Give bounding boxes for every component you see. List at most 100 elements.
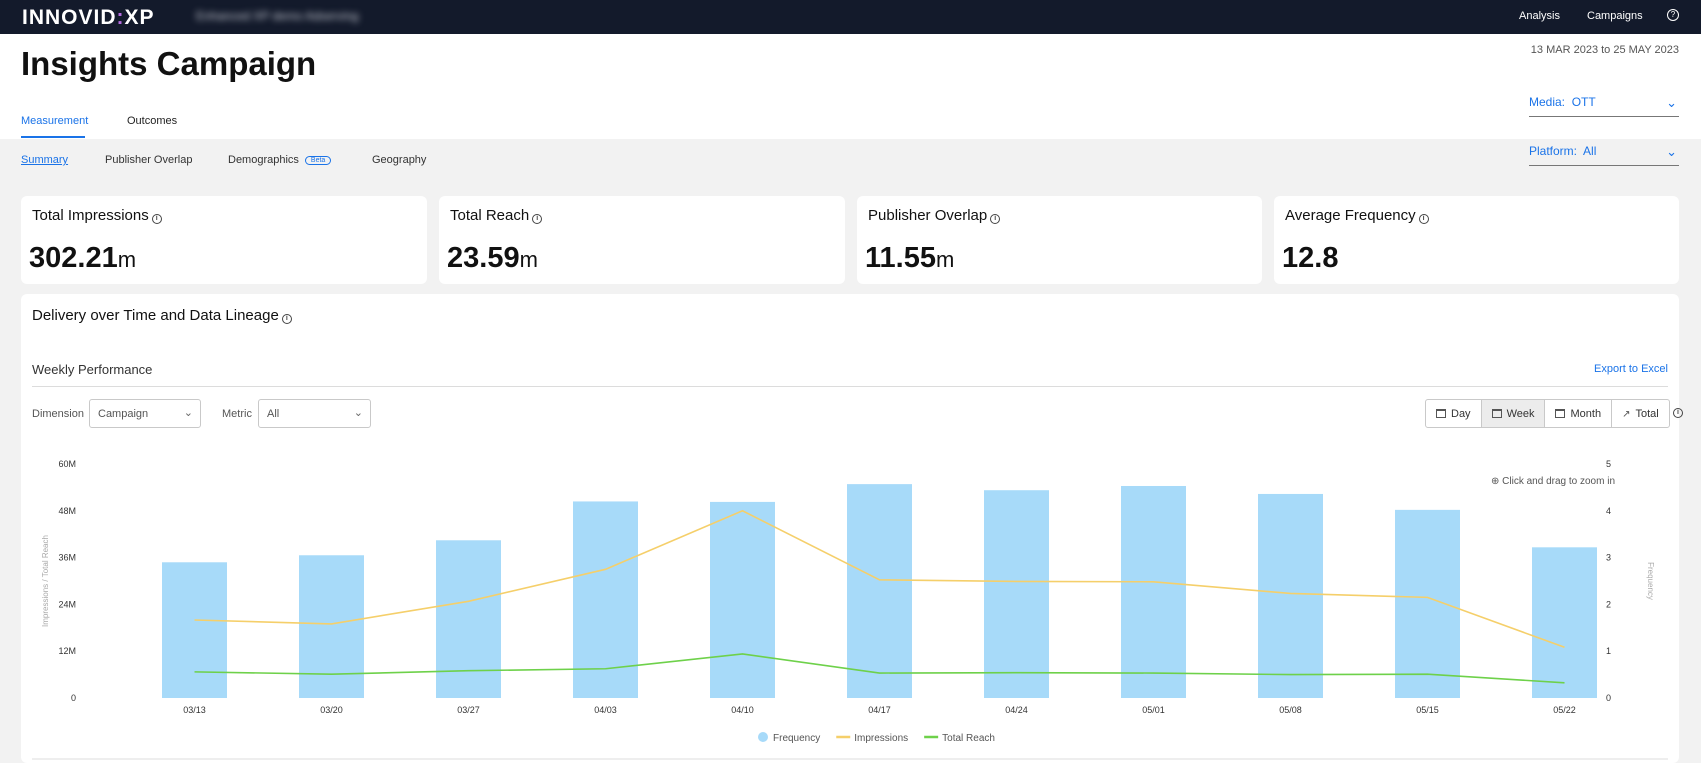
- y-tick-label: 24M: [58, 599, 76, 609]
- help-icon[interactable]: ?: [1667, 9, 1679, 21]
- metric-label: Metric: [222, 408, 252, 420]
- metric-value: All: [267, 408, 280, 420]
- nav-campaigns[interactable]: Campaigns: [1587, 10, 1643, 22]
- kpi-title: Average Frequency: [1285, 207, 1416, 224]
- account-name-blurred: Enhanced XP demo Adserving: [196, 9, 359, 23]
- subtab-demographics-label: Demographics: [228, 154, 299, 166]
- page-header: Insights Campaign 13 MAR 2023 to 25 MAY …: [0, 34, 1701, 139]
- weekly-performance-chart[interactable]: 0 12M 24M 36M 48M 60M 0 1 2 3 4 5 Impressions / Tota…: [21, 294, 1679, 763]
- zoom-icon: ⊕: [1491, 476, 1503, 487]
- total-reach-line: [194, 653, 1565, 684]
- kpi-title: Total Impressions: [32, 207, 149, 224]
- x-tick-label: 04/17: [868, 705, 891, 715]
- info-icon[interactable]: i: [990, 214, 1001, 224]
- calendar-icon: [1436, 409, 1446, 418]
- weekly-performance-title: Weekly Performance: [32, 362, 153, 377]
- x-tick-label: 03/27: [457, 705, 480, 715]
- tab-outcomes[interactable]: Outcomes: [127, 115, 178, 127]
- chevron-down-icon: ⌄: [183, 407, 193, 419]
- x-tick-label: 03/13: [183, 705, 206, 715]
- period-week-button[interactable]: Week: [1481, 400, 1546, 427]
- legend-marker: [758, 732, 768, 742]
- x-tick-label: 03/20: [320, 705, 343, 715]
- subtab-demographics[interactable]: Demographics Beta: [228, 154, 332, 166]
- nav-analysis[interactable]: Analysis: [1519, 10, 1560, 22]
- y2-tick-label: 5: [1606, 459, 1611, 469]
- period-day-button[interactable]: Day: [1426, 400, 1482, 427]
- legend-label: Frequency: [773, 733, 820, 744]
- y-tick-label: 0: [71, 693, 76, 703]
- media-value: OTT: [1571, 95, 1596, 109]
- kpi-value: 23.59: [447, 242, 520, 274]
- dimension-select[interactable]: Campaign ⌄: [89, 399, 201, 428]
- kpi-unit: m: [935, 247, 955, 272]
- chevron-down-icon: ⌄: [1666, 144, 1677, 159]
- top-bar: INNOVID:XP Enhanced XP demo Adserving An…: [0, 0, 1701, 34]
- kpi-value: 302.21: [29, 242, 118, 274]
- x-tick-label: 04/03: [594, 705, 617, 715]
- platform-value: All: [1583, 144, 1597, 158]
- y-axis-title: Impressions / Total Reach: [41, 535, 50, 627]
- y2-tick-label: 4: [1606, 506, 1611, 516]
- subtab-publisher-overlap[interactable]: Publisher Overlap: [105, 154, 193, 166]
- chevron-down-icon: ⌄: [353, 407, 363, 419]
- subtab-geography[interactable]: Geography: [372, 154, 427, 166]
- export-to-excel-link[interactable]: Export to Excel: [1594, 363, 1668, 375]
- subtab-summary[interactable]: Summary: [21, 154, 69, 166]
- kpi-card-publisher-overlap: Publisher Overlap i 11.55m: [857, 196, 1262, 284]
- y2-axis-title: Frequency: [1646, 562, 1655, 600]
- info-icon[interactable]: i: [1418, 214, 1429, 224]
- kpi-unit: m: [519, 247, 538, 272]
- active-tab-indicator: [21, 136, 85, 138]
- x-tick-label: 05/15: [1416, 705, 1439, 715]
- info-icon[interactable]: i: [151, 214, 162, 224]
- period-toggle-group: Day Week Month ↗ Total: [1425, 399, 1670, 428]
- kpi-card-total-impressions: Total Impressions i 302.21m: [21, 196, 427, 284]
- page-title: Insights Campaign: [21, 45, 317, 82]
- dimension-value: Campaign: [98, 408, 149, 420]
- legend-label: Total Reach: [942, 733, 995, 744]
- y2-tick-label: 1: [1606, 646, 1611, 656]
- kpi-value: 12.8: [1282, 242, 1339, 274]
- platform-label: Platform:: [1529, 144, 1578, 158]
- impressions-line: [194, 509, 1565, 649]
- metric-select[interactable]: All ⌄: [258, 399, 371, 428]
- y-tick-label: 12M: [58, 646, 76, 656]
- period-month-button[interactable]: Month: [1545, 400, 1613, 427]
- frequency-bar: [1121, 485, 1186, 698]
- date-range: 13 MAR 2023 to 25 MAY 2023: [1530, 44, 1679, 56]
- y-tick-label: 36M: [58, 553, 76, 563]
- frequency-bar: [436, 540, 501, 698]
- sub-tabs: Summary Publisher Overlap Demographics Be…: [0, 139, 1701, 179]
- frequency-bar: [573, 501, 638, 698]
- y2-tick-label: 2: [1606, 599, 1611, 609]
- frequency-bar: [984, 490, 1049, 698]
- media-dropdown[interactable]: Media: OTT ⌄: [1529, 95, 1679, 117]
- y-tick-label: 60M: [58, 459, 76, 469]
- info-icon[interactable]: i: [281, 314, 292, 324]
- innovid-logo[interactable]: INNOVID:XP: [22, 6, 155, 29]
- chevron-down-icon: ⌄: [1666, 95, 1677, 110]
- kpi-card-average-frequency: Average Frequency i 12.8: [1274, 196, 1679, 284]
- kpi-value: 11.55: [865, 242, 936, 274]
- tab-measurement[interactable]: Measurement: [21, 115, 89, 127]
- y2-tick-label: 0: [1606, 693, 1611, 703]
- info-icon[interactable]: i: [1673, 408, 1683, 418]
- info-icon[interactable]: i: [532, 214, 543, 224]
- legend-label: Impressions: [854, 733, 908, 744]
- frequency-bar: [710, 501, 775, 698]
- trend-icon: ↗: [1622, 409, 1631, 420]
- frequency-bar: [1258, 493, 1323, 698]
- dimension-label: Dimension: [32, 408, 84, 420]
- platform-dropdown[interactable]: Platform: All ⌄: [1529, 144, 1679, 166]
- zoom-hint: ⊕ Click and drag to zoom in: [1491, 476, 1616, 487]
- x-tick-label: 04/24: [1005, 705, 1028, 715]
- kpi-card-total-reach: Total Reach i 23.59m: [439, 196, 845, 284]
- period-total-button[interactable]: ↗ Total: [1622, 408, 1659, 420]
- calendar-icon: [1491, 409, 1502, 418]
- frequency-bar: [1532, 547, 1597, 698]
- delivery-title: Delivery over Time and Data Lineage: [32, 307, 279, 324]
- x-tick-label: 05/08: [1279, 705, 1302, 715]
- delivery-card: Delivery over Time and Data Lineage i Wee…: [21, 294, 1683, 763]
- divider: [32, 386, 1668, 387]
